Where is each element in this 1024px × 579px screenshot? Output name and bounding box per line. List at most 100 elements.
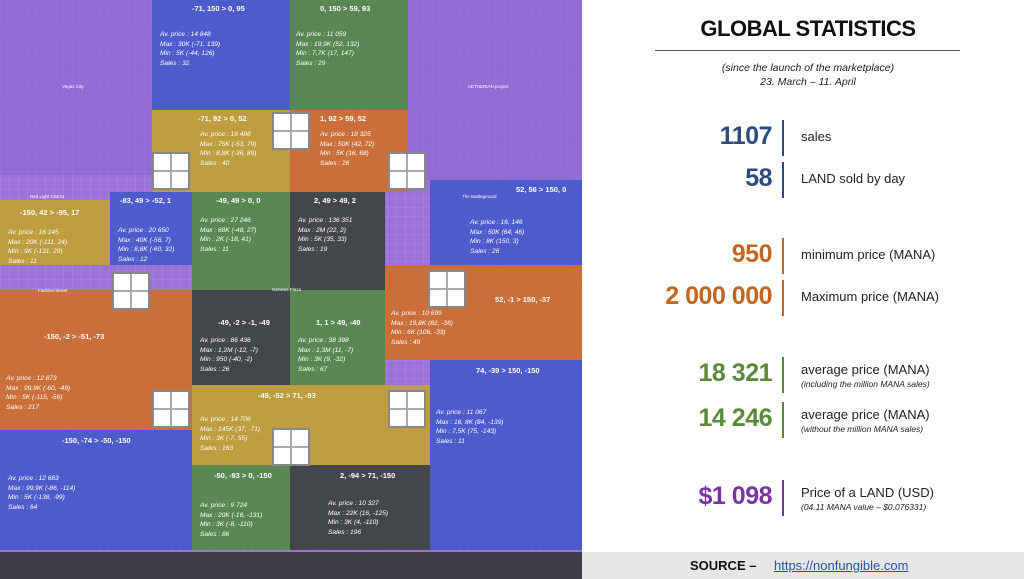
region-stat: Sales : 49 [391, 338, 421, 346]
map-region: 2, -94 > 71, -150 Av. price : 10 327 Max :… [290, 465, 430, 550]
map-region: -71, 150 > 0, 95 Av. price : 14 848 Max : … [152, 0, 290, 110]
stat-divider [782, 480, 784, 516]
plaza-square [272, 428, 310, 466]
stats-panel: GLOBAL STATISTICS (since the launch of t… [582, 0, 1024, 552]
region-stats: Av. price : 27 246 Max : 68K (-48, 27) Min… [200, 216, 256, 254]
region-stats: Av. price : 14 848 Max : 30K (-71, 139) Mi… [160, 30, 220, 68]
region-stat: Av. price : 11 067 [436, 409, 487, 416]
plaza-square [152, 152, 190, 190]
region-title: -150, -2 > -51, -73 [44, 332, 105, 341]
region-stat: Min : 7,5K (75, -143) [436, 428, 497, 435]
region-stat: Min : 5K (35, 33) [298, 236, 347, 243]
stat-label: Maximum price (MANA) [801, 289, 939, 304]
stat-value: 2 000 000 [665, 282, 772, 310]
region-title: 52, 56 > 150, 0 [516, 185, 567, 194]
stat-value: 58 [745, 164, 772, 192]
stat-note: (without the million MANA sales) [801, 424, 924, 434]
stat-note: (including the million MANA sales) [801, 379, 930, 389]
region-stat: Sales : 86 [200, 530, 230, 538]
panel-subtitle: (since the launch of the marketplace) [721, 62, 895, 74]
region-stats: Av. price : 18 325 Max : 50K (42, 72) Min … [320, 130, 374, 168]
region-stat: Sales : 26 [200, 365, 230, 373]
region-stats: Av. price : 12 683 Max : 99,9K (-86, -114… [8, 474, 75, 512]
stat-value: $1 098 [698, 482, 773, 510]
map-region: -50, -93 > 0, -150 Av. price : 9 724 Max :… [192, 465, 290, 550]
region-stats: Av. price : 10 699 Max : 19,8K (82, -36) M… [391, 309, 453, 347]
region-stat: Av. price : 9 724 [200, 502, 248, 509]
region-stat: Max : 19,9K (52, 132) [296, 40, 360, 48]
stat-value: 14 246 [698, 404, 773, 432]
region-stat: Av. price : 11 059 [296, 31, 347, 38]
plaza-square [272, 112, 310, 150]
region-stat: Av. price : 14 848 [160, 31, 211, 38]
region-stats: Av. price : 12 873 Max : 99,9K (-60, -49)… [6, 374, 70, 412]
region-stat: Sales : 163 [200, 444, 233, 452]
region-stats: Av. price : 10 327 Max : 22K (16, -125) Mi… [328, 499, 388, 537]
stat-divider [782, 238, 784, 274]
region-title: 0, 150 > 59, 93 [320, 4, 371, 13]
region-stat: Sales : 40 [200, 159, 230, 167]
stat-value: 950 [731, 240, 773, 268]
region-stat: Sales : 67 [298, 365, 328, 373]
region-stats: Av. price : 11 059 Max : 19,9K (52, 132) M… [296, 30, 359, 68]
map-region: 52, -1 > 150, -37 Av. price : 10 699 Max :… [385, 265, 582, 360]
stat-label: LAND sold by day [801, 171, 906, 186]
region-title: 52, -1 > 150, -37 [495, 295, 551, 304]
region-title: -49, -2 > -1, -49 [218, 318, 270, 327]
region-stat: Sales : 196 [328, 528, 361, 536]
plaza-square [112, 272, 150, 310]
stat-label: sales [801, 129, 832, 144]
region-title: 1, 92 > 59, 52 [320, 114, 367, 123]
region-stat: Max : 20K (-16, -131) [200, 511, 263, 519]
region-title: -50, -93 > 0, -150 [214, 471, 272, 480]
region-stat: Av. price : 27 246 [200, 217, 251, 224]
stat-divider [782, 402, 784, 438]
stat-value: 18 321 [698, 359, 773, 387]
region-stat: Av. price : 12 683 [8, 475, 59, 482]
region-stat: Av. price : 86 436 [200, 337, 251, 344]
region-stat: Min : 3K (9, -32) [298, 356, 346, 363]
map-label: Fashion Street [38, 288, 68, 293]
region-stat: Sales : 19 [298, 245, 328, 253]
region-stat: Max : 50K (64, 46) [470, 228, 525, 236]
region-stat: Max : 75K (-53, 79) [200, 140, 257, 148]
region-stat: Av. price : 16 145 [8, 229, 59, 236]
region-stat: Sales : 29 [296, 59, 326, 67]
plaza-square [152, 390, 190, 428]
stat-label: average price (MANA) [801, 362, 930, 377]
region-stat: Sales : 12 [118, 255, 148, 263]
region-stat: Min : 9K (-131, 29) [8, 248, 63, 255]
region-stat: Min : 5K (-115, -56) [6, 394, 63, 401]
region-stat: Min : 3K (4, -110) [328, 519, 379, 526]
region-stat: Av. price : 14 706 [200, 416, 251, 423]
region-stat: Max : 40K (-56, 7) [118, 236, 171, 244]
map-region: 2, 49 > 49, 2 Av. price : 136 351 Max : 2M… [290, 192, 385, 290]
region-stat: Max : 99,9K (-60, -49) [6, 384, 71, 392]
region-stats: Av. price : 16 486 Max : 75K (-53, 79) Min… [200, 130, 256, 168]
stat-label: Price of a LAND (USD) [801, 485, 934, 500]
region-title: -83, 49 > -52, 1 [120, 196, 172, 205]
source-bar: SOURCE – https://nonfungible.com [582, 552, 1024, 579]
region-stat: Sales : 26 [470, 247, 500, 255]
map-region: 0, 150 > 59, 93 Av. price : 11 059 Max : 1… [290, 0, 408, 110]
region-stat: Min : 6K (106, -33) [391, 329, 446, 336]
stat-label: average price (MANA) [801, 407, 930, 422]
map-label: Genesis Plaza [272, 287, 302, 292]
region-stat: Av. price : 16 486 [200, 131, 251, 138]
stat-divider [782, 357, 784, 393]
region-stat: Max : 16, 8K (84, -139) [436, 418, 504, 426]
region-title: -71, 150 > 0, 95 [192, 4, 245, 13]
region-stat: Max : 22K (16, -125) [328, 509, 389, 517]
region-stat: Sales : 26 [320, 159, 350, 167]
region-title: -150, -74 > -50, -150 [62, 436, 131, 445]
stat-divider [782, 120, 784, 156]
region-stat: Min : 8K (150, 3) [470, 238, 519, 245]
title-rule [655, 50, 960, 51]
source-link[interactable]: https://nonfungible.com [774, 558, 909, 573]
stat-label: minimum price (MANA) [801, 247, 936, 262]
map-label: The Battleground [462, 194, 497, 199]
region-title: 1, 1 > 49, -49 [316, 318, 361, 327]
region-stat: Max : 50K (42, 72) [320, 140, 375, 148]
source-label: SOURCE – [690, 558, 757, 573]
